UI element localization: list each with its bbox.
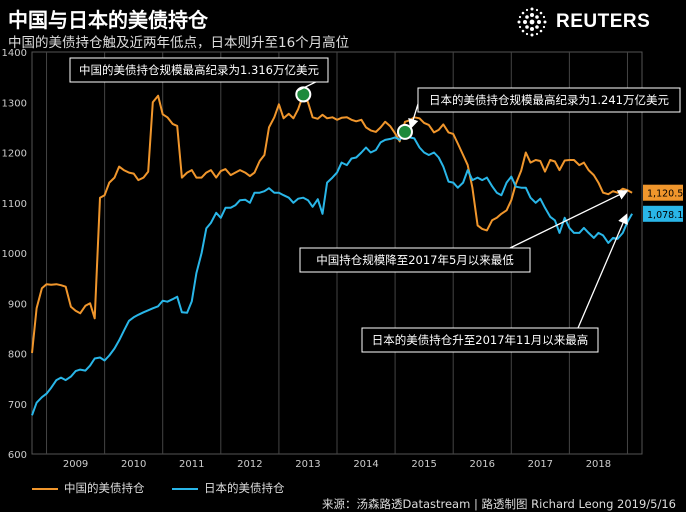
x-tick-label: 2014 (353, 459, 378, 470)
annotation-text: 日本的美债持仓升至2017年11月以来最高 (372, 333, 588, 347)
x-tick-label: 2016 (470, 459, 495, 470)
annotation-box (69, 57, 329, 83)
end-label-box (643, 184, 683, 201)
annotation-china-peak: 中国的美债持仓规模最高纪录为1.316万亿美元 (69, 57, 329, 92)
annotation-text: 日本的美债持仓规模最高纪录为1.241万亿美元 (429, 93, 669, 107)
legend-item-japan: 日本的美债持仓 (172, 480, 285, 496)
legend-label-japan: 日本的美债持仓 (204, 481, 285, 495)
x-tick-label: 2018 (586, 459, 611, 470)
y-tick-label: 1100 (2, 199, 27, 210)
y-tick-label: 1200 (2, 149, 27, 160)
chart-subtitle: 中国的美债持仓触及近两年低点，日本则升至16个月高位 (8, 35, 350, 51)
y-tick-label: 800 (8, 350, 27, 361)
x-tick-label: 2010 (121, 459, 146, 470)
annotation-arrow (577, 213, 628, 329)
end-label-text: 1,120.5 (647, 189, 683, 200)
annotation-text: 中国的美债持仓规模最高纪录为1.316万亿美元 (79, 63, 319, 77)
annotation-text: 中国持仓规模降至2017年5月以来最低 (316, 253, 514, 267)
end-label-text: 1,078.1 (647, 210, 683, 221)
legend-swatch-japan (172, 487, 198, 490)
x-tick-label: 2009 (63, 459, 88, 470)
legend-label-china: 中国的美债持仓 (64, 481, 145, 495)
y-tick-label: 600 (8, 450, 27, 461)
y-tick-label: 1400 (2, 48, 27, 59)
end-label-china: 1,120.5 (643, 184, 683, 201)
series-line-china (31, 93, 633, 354)
x-tick-label: 2012 (237, 459, 262, 470)
legend-swatch-china (32, 487, 58, 490)
chart-title: 中国与日本的美债持仓 (8, 8, 208, 32)
series-line-japan (31, 130, 633, 416)
annotation-japan-peak: 日本的美债持仓规模最高纪录为1.241万亿美元 (408, 87, 681, 130)
reuters-logo-icon (517, 7, 547, 37)
annotation-china-low: 中国持仓规模降至2017年5月以来最低 (299, 190, 629, 273)
source-note: 来源：汤森路透Datastream | 路透制图 Richard Leong 2… (322, 497, 676, 511)
peak-marker-japan (396, 123, 413, 140)
y-tick-label: 1300 (2, 98, 27, 109)
brand-name: REUTERS (556, 11, 651, 32)
annotation-box (361, 327, 599, 353)
x-tick-label: 2013 (295, 459, 320, 470)
y-tick-label: 900 (8, 299, 27, 310)
y-tick-label: 1000 (2, 249, 27, 260)
annotation-arrow (408, 103, 419, 130)
end-label-japan: 1,078.1 (643, 205, 683, 222)
x-tick-label: 2011 (179, 459, 204, 470)
peak-marker-china (295, 86, 312, 103)
annotation-box (417, 87, 681, 113)
annotation-box (299, 247, 531, 273)
x-tick-label: 2015 (411, 459, 436, 470)
annotation-arrow (509, 190, 629, 249)
legend-item-china: 中国的美债持仓 (32, 480, 145, 496)
annotation-japan-high: 日本的美债持仓升至2017年11月以来最高 (361, 213, 628, 353)
end-label-box (643, 205, 683, 222)
x-tick-label: 2017 (528, 459, 553, 470)
reuters-logo: REUTERS (512, 5, 680, 39)
y-tick-label: 700 (8, 400, 27, 411)
